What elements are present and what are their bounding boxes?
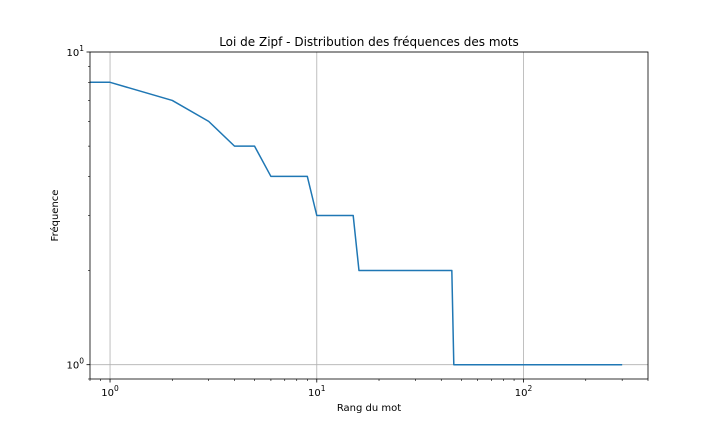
- y-tick-label: 101: [66, 44, 84, 59]
- chart-title: Loi de Zipf - Distribution des fréquence…: [219, 35, 519, 49]
- axis-ticks: 100 101 102 100 101: [66, 44, 649, 399]
- y-tick-label: 100: [66, 357, 84, 372]
- series-lines: [90, 81, 623, 366]
- y-axis-label: Fréquence: [49, 190, 61, 242]
- x-axis-label: Rang du mot: [337, 403, 401, 414]
- x-tick-label: 100: [101, 384, 119, 399]
- x-tick-label: 102: [515, 384, 533, 399]
- series-line: [90, 81, 623, 366]
- x-tick-label: 101: [308, 384, 326, 399]
